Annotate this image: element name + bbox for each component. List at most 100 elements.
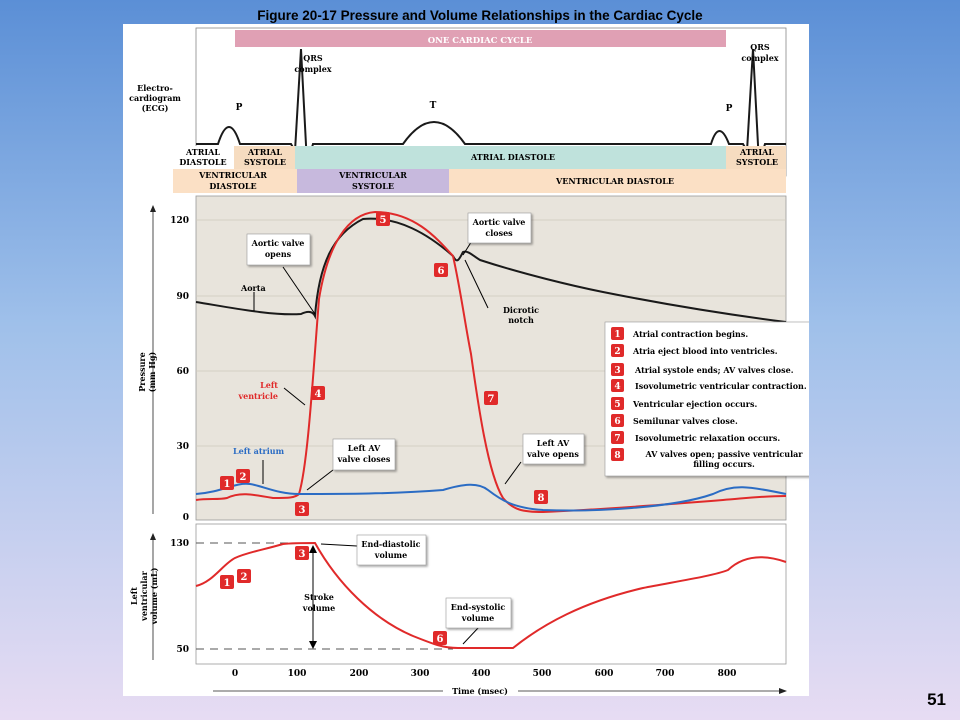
ventricular-diastole-1-line1: VENTRICULAR bbox=[198, 170, 267, 180]
ytick-90: 90 bbox=[176, 292, 189, 302]
esv-line1: End-systolic bbox=[451, 602, 506, 612]
xtick-800: 800 bbox=[718, 669, 737, 679]
svg-text:3: 3 bbox=[299, 505, 306, 516]
dicrotic-line1: Dicrotic bbox=[503, 305, 539, 315]
phase-ventricular-diastole-2 bbox=[449, 169, 786, 193]
xtick-600: 600 bbox=[595, 669, 614, 679]
dicrotic-line2: notch bbox=[508, 315, 534, 325]
ytick-60: 60 bbox=[176, 367, 189, 377]
ventricular-systole-line1: VENTRICULAR bbox=[338, 170, 407, 180]
svg-text:1: 1 bbox=[224, 479, 231, 490]
aortic-opens-line1: Aortic valve bbox=[251, 238, 305, 248]
p-wave-label-2: P bbox=[726, 104, 733, 114]
marker-p2: 2 bbox=[236, 469, 250, 483]
edv-line2: volume bbox=[374, 550, 407, 560]
t-wave-label: T bbox=[430, 101, 437, 111]
left-atrium-curve bbox=[195, 482, 787, 512]
legend-box bbox=[604, 321, 819, 477]
figure-title: Figure 20-17 Pressure and Volume Relatio… bbox=[257, 8, 703, 23]
time-axis-arrowhead bbox=[779, 688, 787, 694]
xtick-500: 500 bbox=[533, 669, 552, 679]
svg-text:7: 7 bbox=[488, 394, 495, 405]
legend-text-8: AV valves open; passive ventricular fill… bbox=[645, 449, 802, 469]
atrial-systole-2-line1: ATRIAL bbox=[739, 147, 774, 157]
cycle-label: ONE CARDIAC CYCLE bbox=[428, 36, 533, 46]
label-esv bbox=[445, 597, 512, 629]
svg-text:5: 5 bbox=[380, 215, 387, 226]
ecg-trace bbox=[196, 48, 786, 165]
marker-v2: 2 bbox=[237, 569, 251, 583]
svg-text:8: 8 bbox=[538, 493, 545, 504]
pressure-ylabel-1: Pressure bbox=[137, 352, 147, 391]
legend-text-4: Isovolumetric ventricular contraction. bbox=[635, 381, 807, 391]
svg-text:1: 1 bbox=[224, 578, 231, 589]
pressure-yaxis-arrowhead bbox=[150, 205, 156, 212]
xtick-400: 400 bbox=[472, 669, 491, 679]
xtick-200: 200 bbox=[350, 669, 369, 679]
atrial-diastole-1-line1: ATRIAL bbox=[185, 147, 220, 157]
ecg-ylabel-2: cardiogram bbox=[129, 93, 181, 103]
volume-ylabel-3: volume (mL) bbox=[149, 567, 159, 625]
svg-text:5: 5 bbox=[614, 400, 620, 410]
stroke-volume-line1: Stroke bbox=[304, 592, 334, 602]
slide-number: 51 bbox=[927, 690, 946, 709]
svg-text:2: 2 bbox=[241, 572, 248, 583]
xtick-0: 0 bbox=[232, 669, 238, 679]
marker-p7: 7 bbox=[484, 391, 498, 405]
pressure-ylabel-2: (mm Hg) bbox=[147, 352, 157, 393]
qrs-label-2b: complex bbox=[741, 53, 778, 63]
ecg-ylabel-3: (ECG) bbox=[142, 103, 169, 113]
aortic-closes-line1: Aortic valve bbox=[472, 217, 526, 227]
legend-text-6: Semilunar valves close. bbox=[633, 416, 738, 426]
volume-yaxis-arrowhead bbox=[150, 533, 156, 540]
atrial-phase-row: ATRIAL DIASTOLE ATRIAL SYSTOLE ATRIAL DI… bbox=[173, 146, 786, 169]
legend-text-3: Atrial systole ends; AV valves close. bbox=[634, 365, 794, 375]
qrs-label-2a: QRS bbox=[750, 42, 770, 52]
atrial-systole-1-line2: SYSTOLE bbox=[244, 157, 286, 167]
volume-ylabel-2: ventricular bbox=[139, 570, 149, 621]
qrs-label-1b: complex bbox=[294, 64, 331, 74]
time-axis-label: Time (msec) bbox=[452, 686, 508, 696]
esv-line2: volume bbox=[461, 613, 494, 623]
phase-atrial-diastole-1 bbox=[173, 146, 234, 169]
left-ventricle-line2: ventricle bbox=[237, 391, 278, 401]
pointer-av-closes bbox=[306, 469, 334, 491]
marker-p8: 8 bbox=[534, 490, 548, 504]
ventricular-diastole-2-label: VENTRICULAR DIASTOLE bbox=[555, 176, 674, 186]
left-atrium-label: Left atrium bbox=[233, 446, 285, 456]
label-aortic-opens bbox=[246, 233, 311, 266]
legend-item-3: 3 Atrial systole ends; AV valves close. bbox=[611, 363, 794, 376]
phase-atrial-systole-2 bbox=[726, 146, 786, 169]
marker-p5: 5 bbox=[376, 212, 390, 226]
marker-p6: 6 bbox=[434, 263, 448, 277]
svg-text:3: 3 bbox=[614, 366, 620, 376]
qrs-label-1a: QRS bbox=[303, 53, 323, 63]
ventricular-diastole-1-line2: DIASTOLE bbox=[209, 181, 256, 191]
volume-plot-area bbox=[195, 523, 787, 665]
pressure-chart: Pressure (mm Hg) 120 90 60 30 0 Aortic v… bbox=[137, 195, 819, 523]
legend-item-2: 2 Atria eject blood into ventricles. bbox=[611, 344, 778, 357]
pointer-dicrotic bbox=[464, 259, 489, 309]
ventricular-systole-line2: SYSTOLE bbox=[352, 181, 394, 191]
phase-atrial-diastole-2 bbox=[295, 146, 726, 169]
stroke-arrow-up bbox=[309, 545, 317, 553]
phase-ventricular-diastole-1 bbox=[173, 169, 297, 193]
av-closes-line2: valve closes bbox=[337, 454, 391, 464]
xtick-700: 700 bbox=[656, 669, 675, 679]
pointer-edv bbox=[320, 543, 358, 547]
svg-text:6: 6 bbox=[437, 634, 444, 645]
legend-item-8: 8 bbox=[611, 448, 624, 461]
legend-item-1: 1 Atrial contraction begins. bbox=[611, 327, 748, 340]
time-axis: 0 100 200 300 400 500 600 700 800 Time (… bbox=[213, 669, 787, 696]
marker-v3: 3 bbox=[295, 546, 309, 560]
legend-item-5: 5 Ventricular ejection occurs. bbox=[611, 397, 757, 410]
legend-text-2: Atria eject blood into ventricles. bbox=[632, 346, 778, 356]
legend-text-5: Ventricular ejection occurs. bbox=[632, 399, 757, 409]
atrial-systole-2-line2: SYSTOLE bbox=[736, 157, 778, 167]
pointer-esv bbox=[462, 626, 480, 645]
pointer-left-ventricle bbox=[283, 387, 306, 406]
atrial-diastole-1-line2: DIASTOLE bbox=[179, 157, 226, 167]
stroke-arrow-down bbox=[309, 641, 317, 649]
av-closes-line1: Left AV bbox=[348, 443, 381, 453]
edv-line1: End-diastolic bbox=[361, 539, 420, 549]
